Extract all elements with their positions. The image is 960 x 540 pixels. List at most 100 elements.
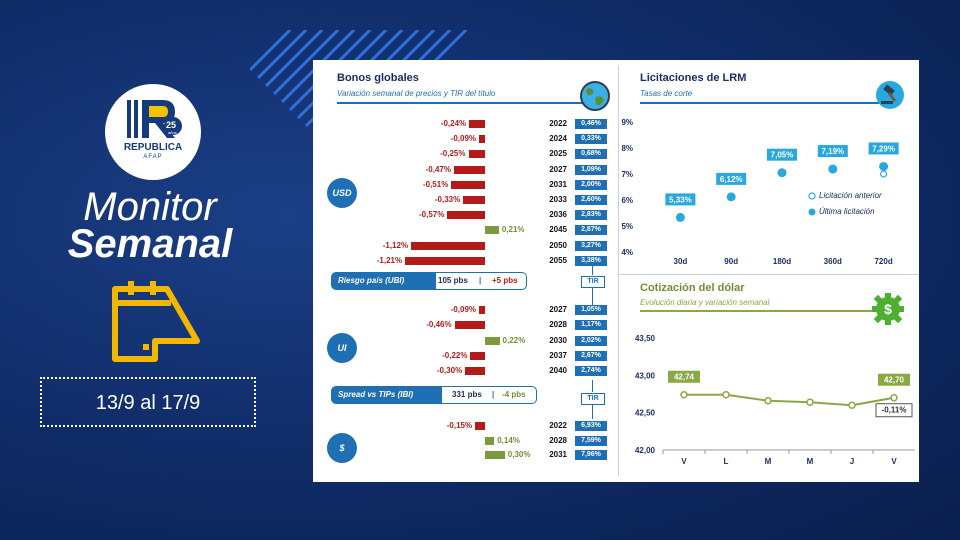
usd-year-2045: 2045 bbox=[549, 225, 567, 235]
usd-tir-2031: 2,00% bbox=[575, 179, 607, 190]
dolar-xtick-5: V bbox=[891, 457, 897, 466]
logo-years-word: años bbox=[168, 130, 177, 135]
ui-bar-2028 bbox=[454, 321, 485, 330]
usd-tir-2055: 3,38% bbox=[575, 255, 607, 266]
dolar-point-0 bbox=[680, 390, 688, 399]
dolar-point-4 bbox=[848, 401, 856, 409]
ui-bar-label-2037: -0,22% bbox=[442, 350, 468, 360]
lrm-label-box-360d bbox=[817, 145, 848, 158]
lrm-prev-point-720d bbox=[880, 170, 888, 178]
lrm-ytick-3: 7% bbox=[621, 170, 633, 179]
riesgo-pais-change: +5 pbs bbox=[492, 276, 518, 285]
ui-year-2040: 2040 bbox=[549, 366, 567, 376]
peso-tir-2028: 7,59% bbox=[575, 435, 607, 446]
peso-year-2022: 2022 bbox=[549, 421, 567, 430]
date-range: 13/9 al 17/9 bbox=[95, 392, 201, 414]
usd-bar-label-2050: -1,12% bbox=[382, 240, 409, 250]
calendar-icon bbox=[112, 281, 200, 362]
dollar-gear-icon: $ bbox=[872, 293, 904, 325]
usd-tir-2027: 1,09% bbox=[575, 164, 607, 175]
peso-bar-2031 bbox=[485, 451, 505, 459]
ui-tir-2030: 2,02% bbox=[575, 335, 607, 346]
usd-year-2024: 2024 bbox=[549, 134, 567, 144]
usd-bar-label-2036: -0,57% bbox=[419, 210, 445, 220]
bonos-title: Bonos globales bbox=[337, 72, 419, 84]
legend-last-marker bbox=[808, 208, 816, 216]
ui-year-2027: 2027 bbox=[549, 305, 567, 314]
ui-bar-2037 bbox=[470, 351, 485, 360]
dolar-point-5 bbox=[890, 393, 898, 402]
lrm-point-180d bbox=[777, 168, 787, 178]
lrm-label-box-180d bbox=[767, 148, 797, 161]
lrm-label-360d: 7,19% bbox=[821, 147, 844, 156]
usd-bar-2024 bbox=[479, 135, 485, 144]
dolar-ytick-2: 43,00 bbox=[635, 371, 656, 380]
ui-bar-label-2027: -0,09% bbox=[450, 305, 477, 314]
lrm-ytick-4: 8% bbox=[621, 144, 633, 153]
gavel-icon bbox=[876, 81, 904, 109]
dolar-underline bbox=[640, 310, 872, 312]
peso-bar-2028 bbox=[485, 436, 495, 445]
dolar-point-2 bbox=[764, 396, 772, 405]
lrm-label-720d: 7,29% bbox=[872, 144, 895, 153]
lrm-label-90d: 6,12% bbox=[720, 175, 743, 184]
legend-last-label: Última licitación bbox=[819, 207, 875, 216]
logo-sub: AFAP bbox=[143, 154, 163, 160]
date-range-box: 13/9 al 17/9 bbox=[40, 377, 256, 427]
logo-years: 25 bbox=[166, 120, 177, 130]
dolar-xtick-4: J bbox=[850, 457, 854, 466]
ui-bar-label-2040: -0,30% bbox=[436, 366, 463, 376]
ui-bar-2040 bbox=[465, 367, 485, 376]
lrm-label-box-30d bbox=[665, 193, 696, 206]
lrm-point-360d bbox=[828, 164, 838, 174]
lrm-label-box-720d bbox=[868, 142, 899, 155]
peso-year-2028: 2028 bbox=[549, 435, 567, 445]
svg-text:$: $ bbox=[884, 301, 892, 317]
lrm-label-30d: 5,33% bbox=[669, 195, 692, 204]
dolar-line bbox=[684, 393, 895, 407]
title-line-1: Monitor bbox=[83, 185, 217, 229]
usd-tir-2033: 2,60% bbox=[575, 195, 607, 205]
dolar-last-label: 42,70 bbox=[884, 376, 905, 385]
dolar-change-box bbox=[875, 403, 913, 418]
dolar-subtitle: Evolución diaria y variación semanal bbox=[640, 298, 770, 307]
usd-bar-2036 bbox=[447, 211, 485, 220]
report-panel: Bonos globales Variación semanal de prec… bbox=[313, 60, 919, 482]
ui-badge: UI bbox=[327, 333, 357, 363]
dolar-first-label-box bbox=[668, 370, 700, 383]
usd-bar-label-2022: -0,24% bbox=[440, 119, 467, 128]
lrm-title: Licitaciones de LRM bbox=[640, 72, 747, 84]
ui-bar-2030 bbox=[485, 336, 500, 345]
lrm-chart: 4% 5% 6% 7% 8% 9% 30d 90d 180d 360d 720d 5,33% 6,12%… bbox=[621, 118, 899, 266]
usd-bar-2031 bbox=[451, 180, 485, 189]
logo-name: REPUBLICA bbox=[123, 142, 183, 153]
lrm-point-30d bbox=[675, 212, 685, 222]
usd-bar-label-2025: -0,25% bbox=[440, 149, 466, 159]
logo-mark-icon bbox=[127, 100, 182, 138]
usd-bar-2045 bbox=[485, 226, 499, 235]
panel-divider-vertical bbox=[618, 66, 619, 476]
usd-year-2036: 2036 bbox=[549, 210, 567, 220]
lrm-label-180d: 7,05% bbox=[771, 151, 794, 160]
dolar-point-3 bbox=[806, 398, 814, 406]
tir-connector-4 bbox=[592, 405, 593, 419]
lrm-ytick-5: 9% bbox=[621, 118, 633, 127]
dolar-xtick-2: M bbox=[765, 457, 772, 466]
ui-year-2037: 2037 bbox=[549, 350, 567, 360]
tir-connector-2 bbox=[592, 288, 593, 305]
lrm-xtick-90d: 90d bbox=[724, 257, 738, 266]
lrm-ytick-2: 6% bbox=[621, 196, 633, 205]
usd-bar-2055 bbox=[405, 256, 485, 265]
spread-pill: Spread vs TIPs (IBI) 331 pbs | -4 pbs bbox=[331, 386, 537, 404]
spread-label: Spread vs TIPs (IBI) bbox=[332, 387, 442, 403]
lrm-xtick-360d: 360d bbox=[824, 257, 842, 266]
dolar-chart: 42,00 42,50 43,00 43,50 V L M M J V 42,74 42,70 -0,1… bbox=[635, 334, 915, 466]
dolar-ytick-0: 42,00 bbox=[635, 446, 656, 455]
lrm-xtick-720d: 720d bbox=[874, 257, 892, 266]
usd-tir-2045: 2,87% bbox=[575, 225, 607, 236]
dolar-first-label: 42,74 bbox=[674, 373, 695, 382]
tir-connector-1 bbox=[592, 263, 593, 275]
ui-bar-label-2028: -0,46% bbox=[426, 320, 452, 330]
ui-year-2030: 2030 bbox=[549, 335, 567, 345]
ui-tir-2028: 1,17% bbox=[575, 320, 607, 331]
